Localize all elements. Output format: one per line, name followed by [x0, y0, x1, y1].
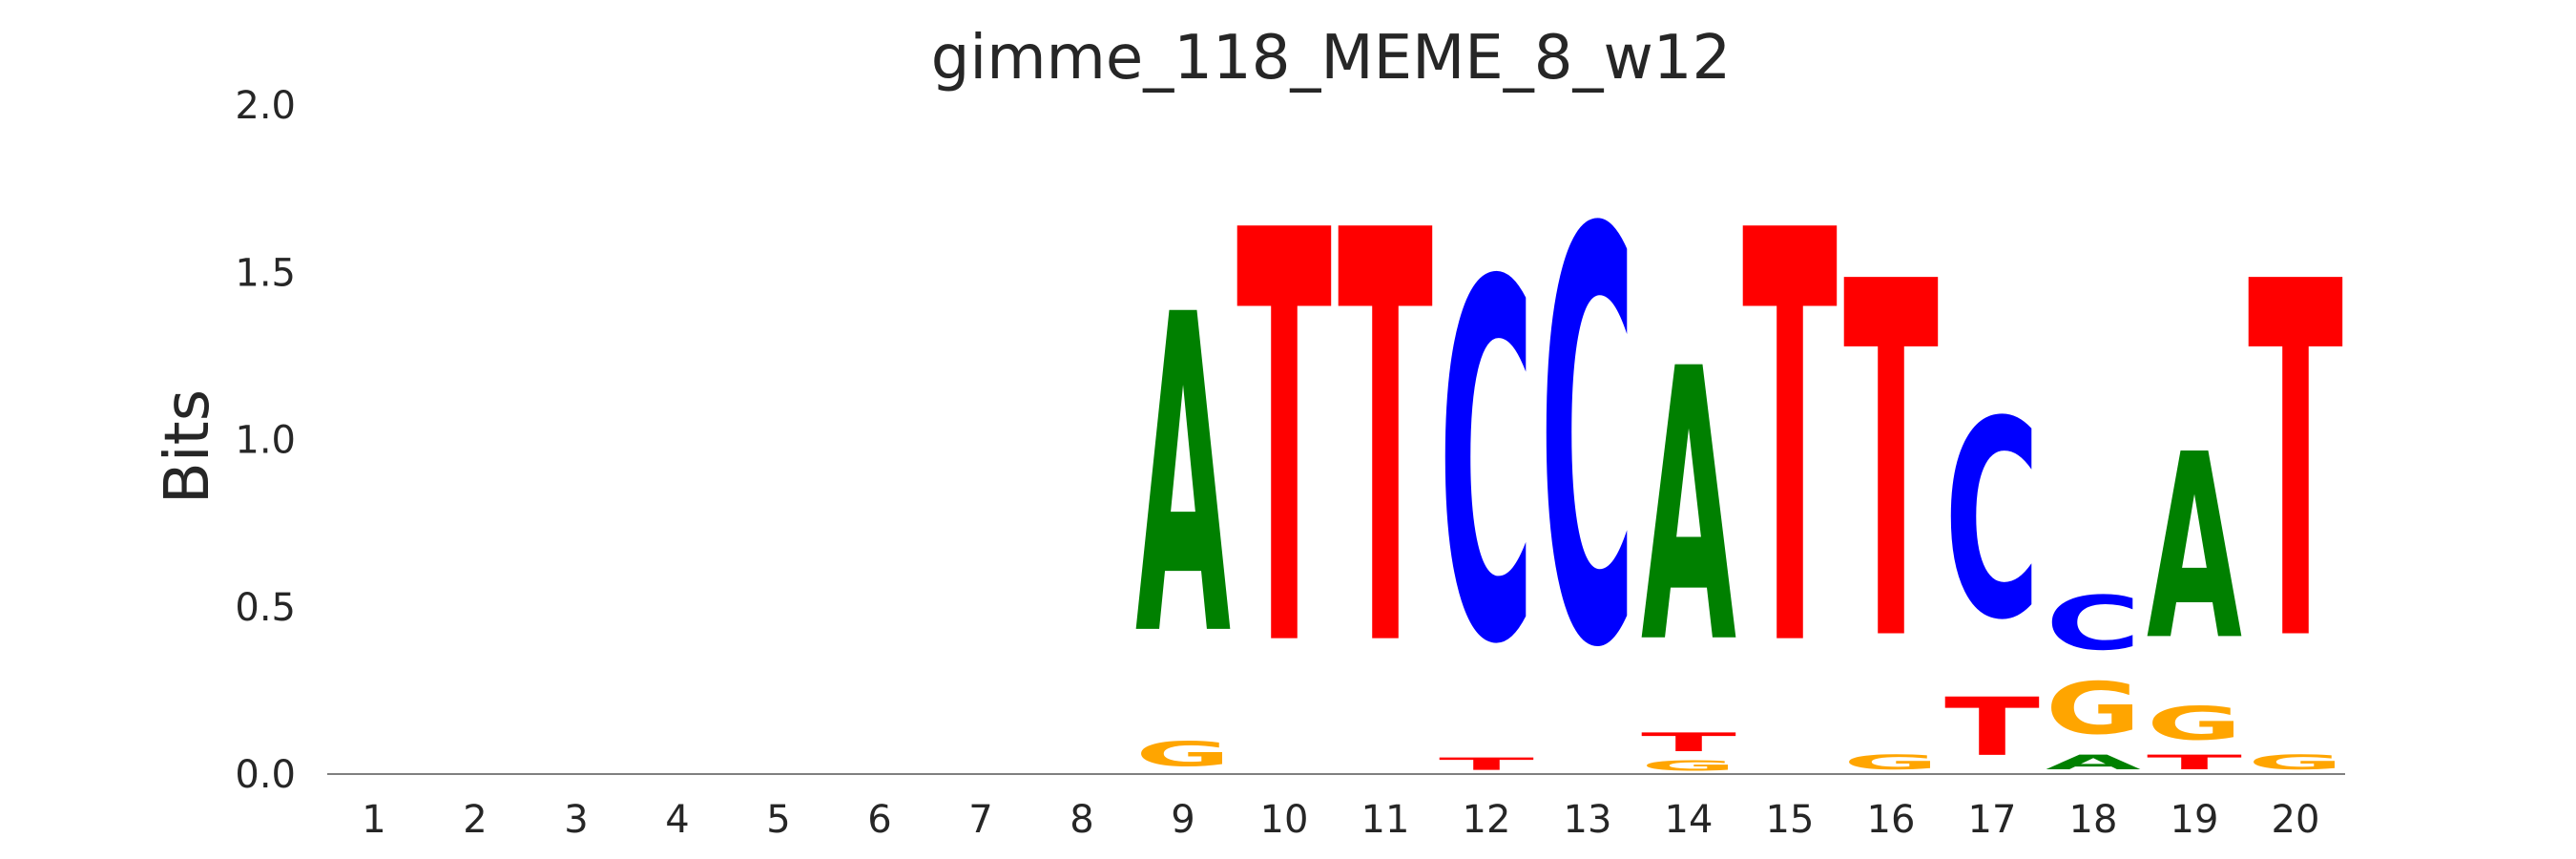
logo-letter-c: C — [1944, 364, 2040, 681]
logo-letter-t: T — [2248, 179, 2344, 749]
logo-glyph: G — [1843, 751, 1939, 774]
logo-letter-t: T — [1236, 113, 1333, 772]
logo-glyph: C — [1540, 115, 1635, 772]
logo-glyph: A — [1641, 290, 1737, 726]
logo-glyph: A — [1135, 223, 1232, 733]
x-tick-label: 4 — [665, 798, 689, 842]
logo-letter-a: A — [1641, 290, 1737, 726]
x-tick-label: 16 — [1867, 798, 1916, 842]
x-tick-label: 3 — [564, 798, 588, 842]
logo-glyph: G — [1135, 735, 1231, 775]
logo-glyph: T — [1236, 113, 1333, 772]
x-tick-label: 12 — [1463, 798, 1511, 842]
logo-glyph: T — [1439, 754, 1534, 774]
y-tick-label: 2.0 — [235, 84, 296, 128]
x-tick-label: 20 — [2272, 798, 2320, 842]
x-tick-label: 2 — [463, 798, 487, 842]
x-tick-label: 7 — [968, 798, 992, 842]
logo-letter-a: A — [2046, 750, 2142, 773]
logo-letter-t: T — [2147, 751, 2242, 774]
logo-glyph: C — [1439, 179, 1534, 752]
logo-glyph: A — [2046, 750, 2142, 773]
logo-letter-g: G — [1135, 735, 1231, 775]
logo-glyph: T — [1843, 179, 1940, 749]
y-tick-label: 0.5 — [235, 586, 296, 630]
y-axis-label: Bits — [153, 389, 223, 504]
x-tick-label: 6 — [867, 798, 891, 842]
y-tick-label: 1.0 — [235, 419, 296, 463]
logo-glyph: C — [1944, 364, 2040, 681]
logo-glyph: T — [2147, 751, 2242, 774]
logo-letter-t: T — [1742, 113, 1839, 772]
x-tick-label: 19 — [2171, 798, 2219, 842]
y-axis-ticks: 0.0 0.5 1.0 1.5 2.0 — [235, 84, 296, 797]
logo-letter-c: C — [2046, 581, 2141, 668]
logo-glyph: G — [2046, 667, 2141, 750]
logo-letter-t: T — [1843, 179, 1940, 749]
x-tick-label: 11 — [1361, 798, 1410, 842]
x-tick-label: 15 — [1766, 798, 1815, 842]
logo-glyph: A — [2147, 402, 2242, 697]
y-tick-label: 0.0 — [235, 753, 296, 797]
logo-letter-a: A — [1135, 223, 1232, 733]
y-tick-label: 1.5 — [235, 251, 296, 295]
logo-glyph: G — [2147, 697, 2242, 750]
logo-letter-c: C — [1540, 115, 1635, 772]
logo-glyph: C — [2046, 581, 2141, 668]
x-axis-ticks: 1 2 3 4 5 6 7 8 9 10 11 12 13 14 15 16 17 18 19 20 — [362, 798, 2319, 842]
chart-title: gimme_118_MEME_8_w12 — [931, 23, 1731, 94]
logo-letter-t: T — [1338, 113, 1434, 772]
x-tick-label: 13 — [1564, 798, 1612, 842]
x-tick-label: 17 — [1968, 798, 2017, 842]
logo-glyph: G — [2248, 751, 2343, 774]
x-tick-label: 9 — [1171, 798, 1195, 842]
logo-letter-g: G — [1641, 758, 1736, 774]
logo-letter-g: G — [2147, 697, 2242, 750]
logo-letter-a: A — [2147, 402, 2242, 697]
logo-glyph: G — [1641, 758, 1736, 774]
logo-glyph: T — [1338, 113, 1434, 772]
logo-glyph: T — [1944, 681, 2040, 775]
logo-letter-g: G — [1843, 751, 1939, 774]
logo-letter-t: T — [1944, 681, 2040, 775]
x-tick-label: 1 — [362, 798, 385, 842]
logo-glyph: T — [1641, 727, 1736, 757]
logo-letter-g: G — [2248, 751, 2343, 774]
x-tick-label: 18 — [2069, 798, 2118, 842]
logo-letter-t: T — [1641, 727, 1736, 757]
logo-glyph: T — [1742, 113, 1839, 772]
x-tick-label: 10 — [1260, 798, 1309, 842]
x-tick-label: 5 — [766, 798, 790, 842]
x-tick-label: 8 — [1070, 798, 1093, 842]
logo-letter-c: C — [1439, 179, 1534, 752]
logo-letter-g: G — [2046, 667, 2141, 750]
logo-glyph: T — [2248, 179, 2344, 749]
logo-letter-t: T — [1439, 754, 1534, 774]
x-tick-label: 14 — [1665, 798, 1714, 842]
